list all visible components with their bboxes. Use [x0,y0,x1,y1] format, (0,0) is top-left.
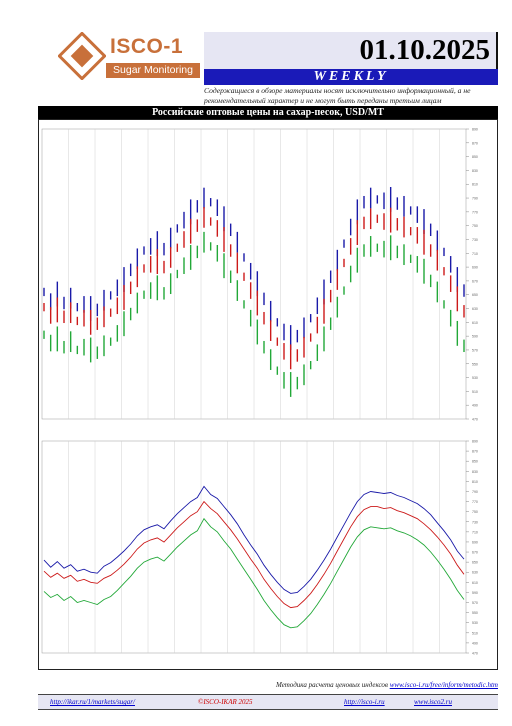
y-tick-label: 490 [472,641,478,645]
y-tick-label: 770 [472,500,478,504]
y-tick-label: 870 [472,450,478,454]
y-tick-label: 830 [472,470,478,474]
y-tick-label: 690 [472,540,478,544]
y-tick-label: 570 [472,348,478,352]
y-tick-label: 630 [472,307,478,311]
y-tick-label: 850 [472,155,478,159]
chart-title-bar: Российские оптовые цены на сахар-песок, … [38,106,498,119]
y-tick-label: 830 [472,169,478,173]
series-line [43,517,465,629]
y-tick-label: 890 [472,440,478,444]
y-tick-label: 590 [472,335,478,339]
footer-link-isco[interactable]: http://isco-i.ru [344,698,385,706]
y-tick-label: 770 [472,210,478,214]
chart-frame [38,119,498,670]
y-tick-label: 710 [472,530,478,534]
period-bar: WEEKLY [204,69,498,85]
y-tick-label: 810 [472,480,478,484]
y-tick-label: 490 [472,404,478,408]
y-tick-label: 850 [472,460,478,464]
y-tick-label: 610 [472,581,478,585]
footer-bar: http://ikar.ru/1/markets/sugar/ ©ISCO-IK… [38,694,498,710]
y-tick-label: 610 [472,321,478,325]
series-line [43,485,465,594]
y-tick-label: 570 [472,601,478,605]
y-tick-label: 510 [472,390,478,394]
y-tick-label: 650 [472,293,478,297]
footer-link-isco2[interactable]: www.isco2.ru [414,698,452,706]
brand-name: ISCO-1 [110,35,184,58]
y-tick-label: 510 [472,631,478,635]
y-tick-label: 670 [472,551,478,555]
series-line [43,500,465,609]
y-tick-label: 670 [472,279,478,283]
methodology-link[interactable]: www.isco-i.ru/free/inform/metodic.htm [389,681,498,689]
y-tick-label: 730 [472,238,478,242]
footer-copyright: ©ISCO-IKAR 2025 [198,698,253,706]
y-tick-label: 870 [472,141,478,145]
y-tick-label: 890 [472,128,478,132]
y-tick-label: 810 [472,183,478,187]
methodology-note: Методика расчета ценовых индексов www.is… [276,681,498,689]
date-box: 01.10.2025 [204,32,498,69]
y-tick-label: 630 [472,571,478,575]
y-tick-label: 790 [472,197,478,201]
brand-tagline: Sugar Monitoring [106,63,200,78]
y-tick-label: 470 [472,418,478,422]
y-tick-label: 710 [472,252,478,256]
y-tick-label: 730 [472,520,478,524]
footer-link-ikar[interactable]: http://ikar.ru/1/markets/sugar/ [50,698,135,706]
y-tick-label: 750 [472,510,478,514]
y-tick-label: 550 [472,611,478,615]
y-tick-label: 470 [472,652,478,656]
brand-logo: ISCO-1 Sugar Monitoring [57,31,200,82]
y-tick-label: 790 [472,490,478,494]
y-tick-label: 530 [472,621,478,625]
y-tick-label: 590 [472,591,478,595]
y-tick-label: 750 [472,224,478,228]
chart-title: Российские оптовые цены на сахар-песок, … [152,107,384,118]
disclaimer: Содержащиеся в обзоре материалы носят ис… [204,86,471,105]
report-date: 01.10.2025 [359,34,491,66]
y-tick-label: 690 [472,266,478,270]
period-label: WEEKLY [313,69,389,84]
y-tick-label: 650 [472,561,478,565]
y-tick-label: 530 [472,376,478,380]
y-tick-label: 550 [472,362,478,366]
methodology-label: Методика расчета ценовых индексов [276,681,388,689]
price-charts: 470 490 510 530 550 570 590 610 630 650 670 690 710 7… [41,128,478,656]
diamond-logo-icon [57,31,107,81]
